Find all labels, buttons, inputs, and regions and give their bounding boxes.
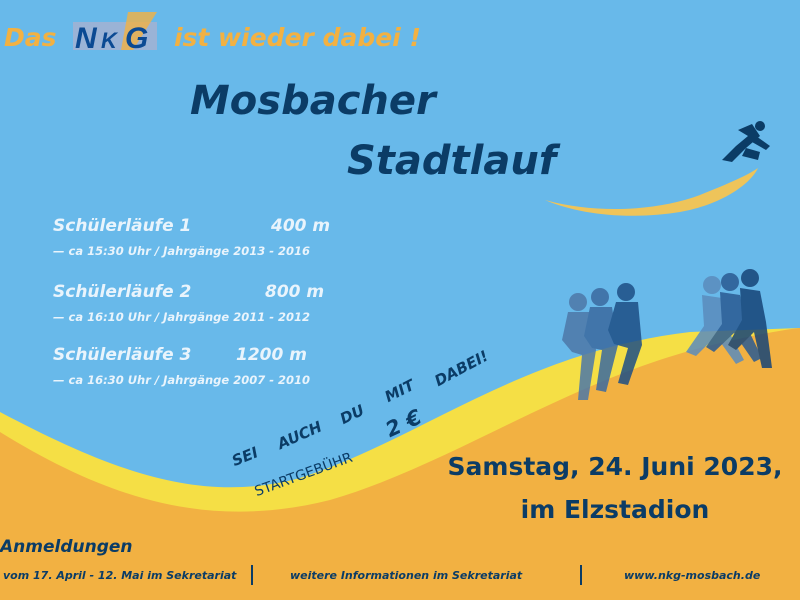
divider	[251, 565, 253, 585]
brush-stroke	[545, 168, 758, 216]
header-prefix: Das	[4, 23, 57, 52]
divider	[580, 565, 582, 585]
event-date: Samstag, 24. Juni 2023,	[447, 452, 783, 481]
race-name: Schülerläufe 1	[53, 216, 192, 236]
nkg-logo: N K G	[73, 12, 158, 56]
race-distance: 1200 m	[236, 345, 307, 365]
svg-text:G: G	[125, 22, 148, 52]
footer-registration: vom 17. April - 12. Mai im Sekretariat	[3, 569, 237, 582]
footer-info: weitere Informationen im Sekretariat	[290, 569, 523, 582]
title-line-1: Mosbacher	[190, 78, 436, 124]
svg-text:K: K	[101, 28, 119, 52]
event-venue: im Elzstadion	[520, 495, 710, 524]
header-line: Das N K G ist wieder dabei !	[4, 12, 421, 56]
race-distance: 800 m	[265, 282, 325, 302]
runner-icon	[722, 121, 770, 162]
race-1: Schülerläufe 1 400 m — ca 15:30 Uhr / Jah…	[53, 216, 330, 258]
header-suffix: ist wieder dabei !	[173, 23, 421, 52]
race-distance: 400 m	[271, 216, 331, 236]
race-3: Schülerläufe 3 1200 m — ca 16:30 Uhr / Ja…	[53, 345, 310, 387]
race-2: Schülerläufe 2 800 m — ca 16:10 Uhr / Jah…	[53, 282, 324, 324]
footer-website-link[interactable]: www.nkg-mosbach.de	[624, 569, 761, 582]
footer-heading: Anmeldungen	[0, 537, 133, 557]
race-details: — ca 15:30 Uhr / Jahrgänge 2013 - 2016	[53, 244, 311, 258]
title-line-2: Stadtlauf	[347, 138, 557, 184]
race-name: Schülerläufe 3	[53, 345, 192, 365]
race-details: — ca 16:10 Uhr / Jahrgänge 2011 - 2012	[53, 310, 311, 324]
svg-text:N: N	[75, 22, 98, 52]
race-name: Schülerläufe 2	[53, 282, 192, 302]
orange-hill	[0, 328, 800, 600]
runners-group-illustration	[562, 269, 772, 400]
race-details: — ca 16:30 Uhr / Jahrgänge 2007 - 2010	[53, 373, 311, 387]
